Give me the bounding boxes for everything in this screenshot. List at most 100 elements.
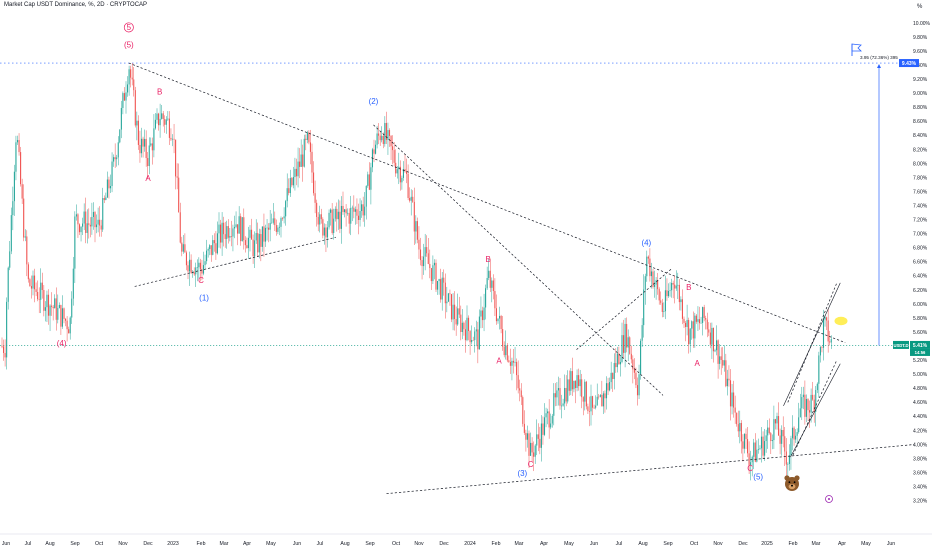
time-tick-label: Nov [713,541,723,547]
candle-body [302,154,304,167]
candle-body [618,353,620,365]
candle-body [742,441,744,449]
candle-body [354,209,356,212]
candle-body [100,225,102,230]
candle-body [251,229,253,240]
symbol-badge [893,340,909,349]
price-tick-label: 9.40% [913,63,928,69]
candle-body [530,442,532,456]
candle-body [494,291,496,309]
wave-label: (1) [199,293,209,302]
candle-body [189,259,191,272]
candle-body [71,298,73,318]
candle-body [516,361,518,376]
candle-body [269,222,271,230]
candle-body [624,323,626,353]
candle-body [182,244,184,252]
candle-body [801,397,803,409]
candle-body [630,353,632,360]
candle-body [99,219,101,226]
candle-body [485,288,487,308]
candle-body [689,328,691,345]
candle-body [551,415,553,424]
candle-body [747,439,749,454]
candle-body [426,247,428,254]
bear-icon-nose [791,484,793,487]
candle-body [429,263,431,269]
time-tick-label: Mar [220,541,229,547]
candle-body [813,399,815,412]
price-tick-label: 8.00% [913,161,928,167]
candle-body [475,329,477,332]
candle-body [468,317,470,332]
candle-body [506,345,508,361]
candle-body [531,442,533,453]
candle-body [491,280,493,288]
candle-body [13,171,15,202]
candle-body [328,212,330,228]
candle-body [78,224,81,233]
candle-body [643,289,645,326]
candle-body [168,118,170,138]
candle-body [40,282,42,300]
candle-body [37,291,39,300]
candle-body [229,236,231,238]
candle-body [161,113,163,119]
candle-body [415,221,417,232]
candle-body [385,122,387,140]
candle-body [698,319,701,324]
candle-body [80,226,82,233]
candle-body [12,201,14,216]
candle-body [567,379,569,402]
candle-body [782,430,784,437]
candle-body [109,186,112,189]
candle-body [387,130,389,140]
candle-body [18,140,20,153]
candle-body [722,359,724,366]
candle-body [795,435,797,440]
candle-body [686,319,688,327]
wave-label: A [496,357,502,366]
trendline [787,282,838,403]
candle-body [206,250,208,262]
candle-body [764,441,766,456]
candle-body [691,321,693,329]
candle-body [334,208,336,219]
candle-body [35,289,37,292]
candle-body [478,316,480,350]
candle-body [66,320,68,330]
candle-body [481,310,484,321]
candle-body [592,396,594,408]
candle-body [602,393,604,407]
candle-body [145,138,147,159]
candle-body [452,304,454,320]
candle-body [247,237,249,249]
candle-body [460,314,462,333]
candle-body [233,226,236,229]
candle-body [404,169,406,172]
candle-body [427,253,429,264]
candle-body [61,308,63,327]
candle-body [52,306,54,309]
candle-body [399,166,401,183]
candle-body [148,145,150,167]
candle-body [450,294,453,320]
candle-body [249,229,251,238]
candle-body [593,407,595,409]
candle-body [705,318,707,320]
candle-body [120,107,122,130]
candle-body [773,419,775,441]
candle-body [449,293,451,295]
wave-label: (3) [517,469,527,478]
candle-body [745,433,747,440]
price-tick-label: 6.60% [913,260,928,266]
candle-body [678,284,680,303]
candle-body [716,340,718,351]
candle-body [502,329,504,347]
candle-body [277,227,279,232]
candle-body [49,305,51,316]
candle-body [243,217,245,241]
candle-body [537,434,539,439]
